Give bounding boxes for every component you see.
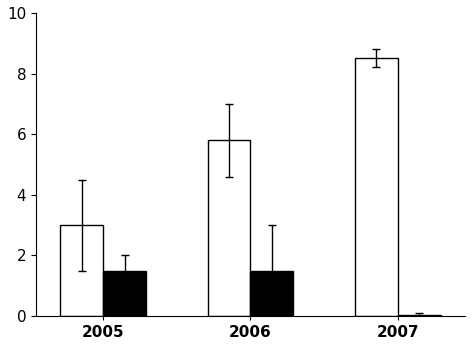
Bar [397,314,440,316]
Bar [60,225,103,316]
Bar [251,271,294,316]
Bar [103,271,146,316]
Bar [208,140,251,316]
Bar [354,58,397,316]
